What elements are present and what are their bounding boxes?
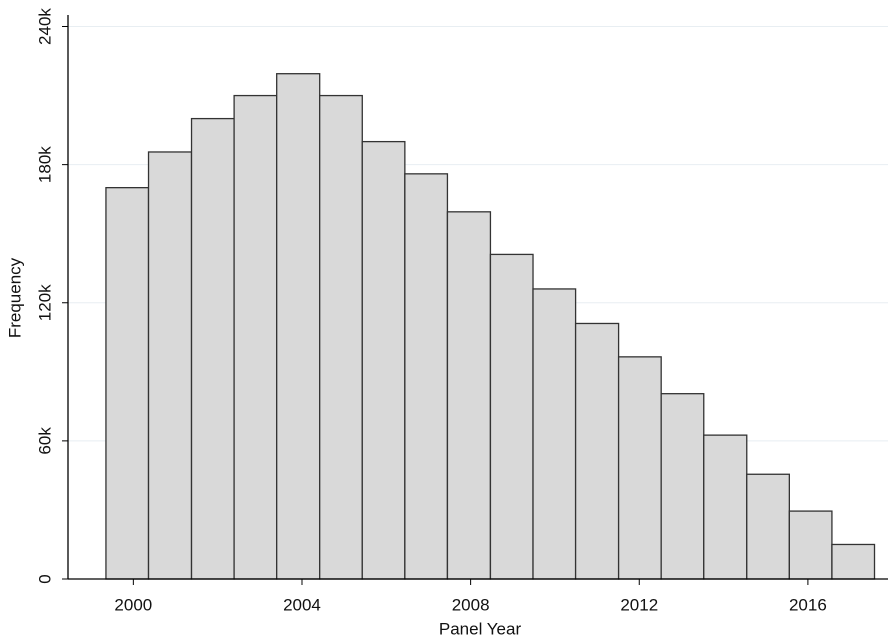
bar (233, 94, 278, 580)
y-tick-label: 240k (35, 8, 54, 45)
bar (190, 117, 235, 580)
bar (746, 473, 790, 580)
bar (831, 543, 876, 580)
bar (404, 173, 449, 580)
x-tick-label: 2016 (789, 595, 827, 614)
bar (361, 140, 406, 580)
bar (660, 393, 705, 580)
bar (617, 356, 662, 580)
bar (532, 288, 577, 580)
y-tick-label: 0 (35, 574, 54, 583)
bar (319, 94, 363, 580)
bar (147, 151, 193, 580)
x-axis-label: Panel Year (439, 619, 522, 638)
bar (276, 73, 321, 580)
y-tick-label: 120k (35, 284, 54, 321)
bar (105, 187, 150, 580)
y-axis-label: Frequency (5, 257, 24, 338)
x-tick-label: 2008 (452, 595, 490, 614)
bar (788, 510, 833, 580)
x-tick-label: 2012 (620, 595, 658, 614)
y-tick-label: 60k (35, 427, 54, 455)
bar (446, 211, 492, 580)
x-tick-label: 2000 (114, 595, 152, 614)
y-tick-label: 180k (35, 146, 54, 183)
bar (574, 322, 620, 580)
bar (489, 253, 534, 580)
bar (703, 434, 748, 580)
x-tick-label: 2004 (283, 595, 321, 614)
